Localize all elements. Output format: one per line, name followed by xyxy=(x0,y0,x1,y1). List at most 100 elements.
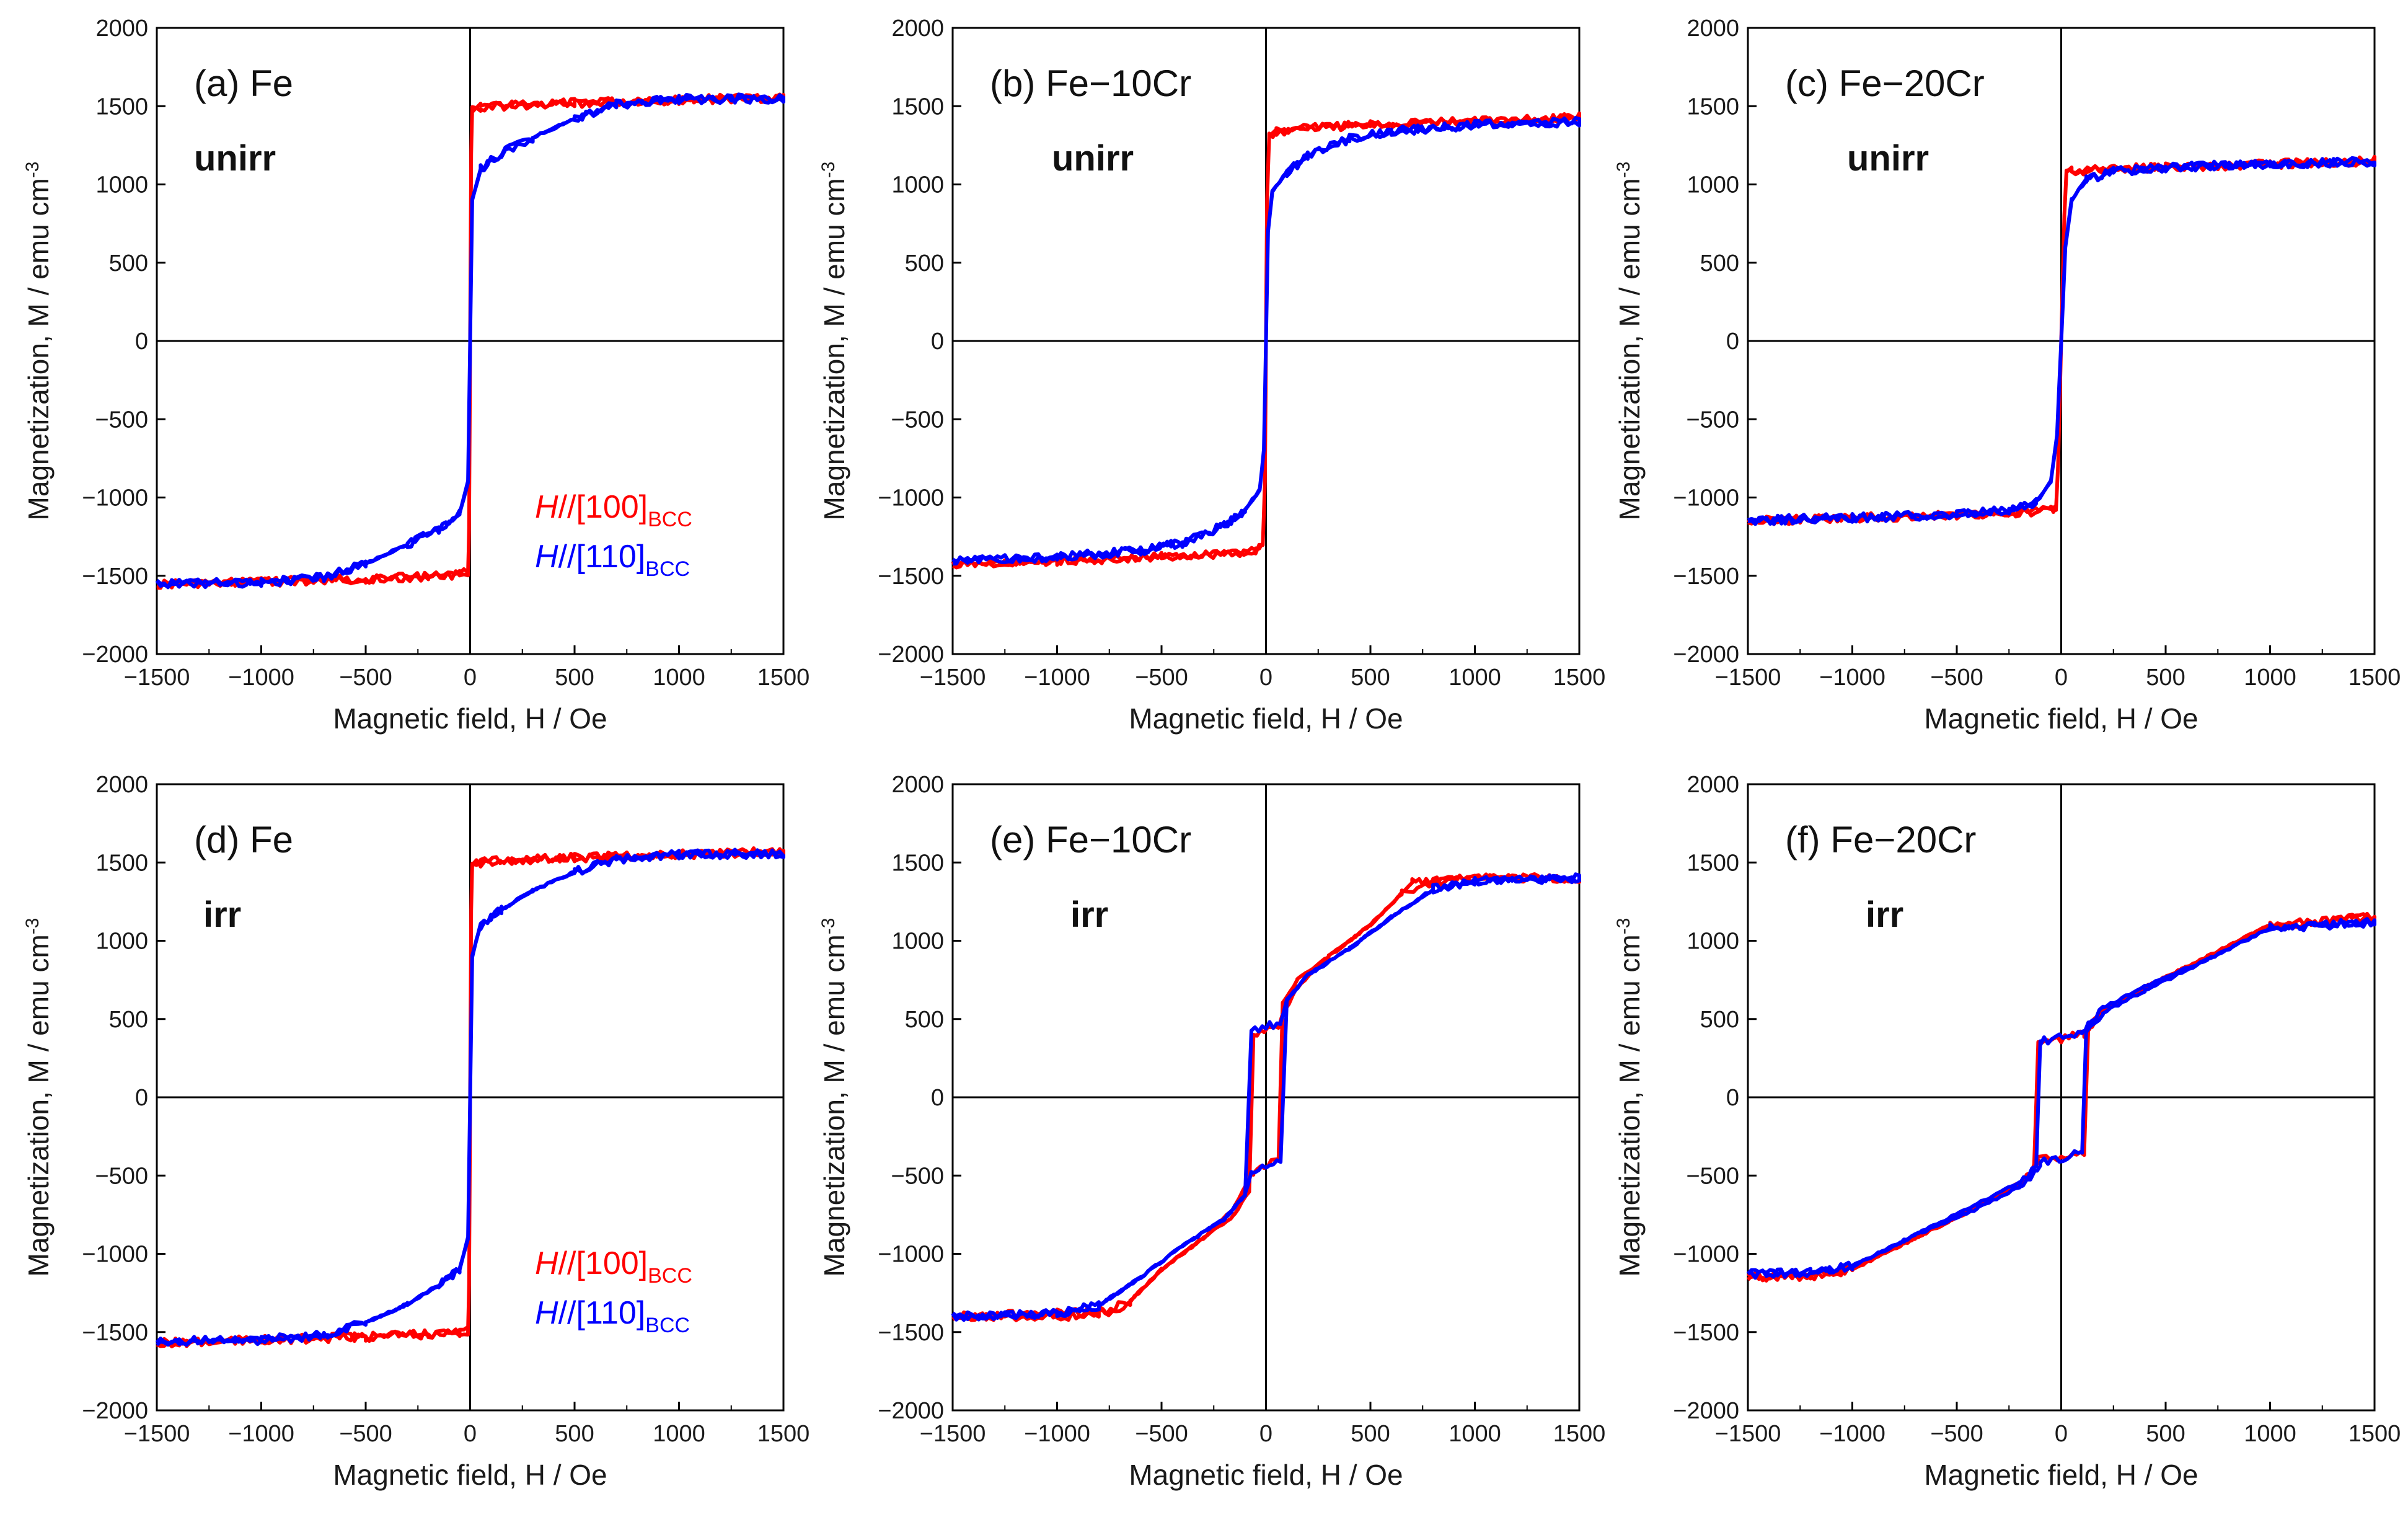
panel-label: (f) Fe−20Cr xyxy=(1785,819,1976,860)
series-line-100 xyxy=(951,111,1581,570)
panel-label: (c) Fe−20Cr xyxy=(1785,63,1985,104)
panel-label: (d) Fe xyxy=(194,819,293,860)
y-tick-label: −500 xyxy=(95,1163,148,1189)
panel-label: (e) Fe−10Cr xyxy=(990,819,1191,860)
x-tick-label: 0 xyxy=(1259,1421,1272,1447)
y-axis-label: Magnetization, M / emu cm-3 xyxy=(818,162,851,521)
legend-entry: H//[100]BCC xyxy=(535,489,692,531)
series-line-110 xyxy=(951,116,1581,566)
x-tick-label: 500 xyxy=(555,665,594,691)
x-tick-label: 0 xyxy=(1259,665,1272,691)
y-tick-label: 2000 xyxy=(1687,772,1739,798)
x-tick-label: 1500 xyxy=(1553,1421,1606,1447)
x-tick-label: 500 xyxy=(1351,1421,1390,1447)
y-axis-label: Magnetization, M / emu cm-3 xyxy=(22,162,55,521)
legend-entry: H//[110]BCC xyxy=(535,539,690,581)
y-tick-label: 1000 xyxy=(1687,929,1739,955)
y-tick-label: −1000 xyxy=(1673,1242,1739,1268)
y-tick-label: 1500 xyxy=(95,850,148,876)
y-tick-label: 1500 xyxy=(95,94,148,120)
y-tick-label: −1000 xyxy=(878,1242,944,1268)
x-tick-label: 1000 xyxy=(1449,665,1501,691)
y-tick-label: −500 xyxy=(891,407,944,433)
y-tick-label: 1000 xyxy=(95,929,148,955)
y-axis-label: Magnetization, M / emu cm-3 xyxy=(1613,918,1646,1277)
y-tick-label: −1000 xyxy=(82,485,148,511)
x-tick-label: −500 xyxy=(1930,665,1983,691)
x-tick-label: −1500 xyxy=(124,665,190,691)
y-tick-label: −2000 xyxy=(1673,642,1739,668)
y-tick-label: −500 xyxy=(891,1163,944,1189)
x-axis-label: Magnetic field, H / Oe xyxy=(1129,1459,1403,1491)
x-tick-label: 1500 xyxy=(757,1421,810,1447)
y-tick-label: 1500 xyxy=(1687,850,1739,876)
y-tick-label: 0 xyxy=(931,1085,944,1111)
x-tick-label: 0 xyxy=(464,665,477,691)
x-axis-label: Magnetic field, H / Oe xyxy=(1924,1459,2198,1491)
x-tick-label: −1000 xyxy=(1819,1421,1885,1447)
legend-entry: H//[100]BCC xyxy=(535,1245,692,1288)
series-line-110 xyxy=(1747,156,2376,526)
y-tick-label: 500 xyxy=(109,250,148,276)
x-tick-label: −1500 xyxy=(1715,1421,1781,1447)
y-tick-label: −2000 xyxy=(878,1398,944,1424)
y-tick-label: 1000 xyxy=(95,172,148,198)
x-tick-label: 1000 xyxy=(2244,1421,2296,1447)
x-tick-label: −1500 xyxy=(920,1421,986,1447)
x-tick-label: −1000 xyxy=(228,1421,294,1447)
x-tick-label: 1500 xyxy=(2348,665,2401,691)
y-tick-label: −500 xyxy=(1686,407,1739,433)
x-tick-label: −1500 xyxy=(124,1421,190,1447)
x-axis-label: Magnetic field, H / Oe xyxy=(1129,702,1403,735)
legend-entry: H//[110]BCC xyxy=(535,1295,690,1337)
panel-b: −1500 −1000 −500 0 500 1000 1500 2000 1500 1000 50… xyxy=(818,15,1606,735)
x-tick-label: −500 xyxy=(1135,665,1188,691)
y-tick-label: 2000 xyxy=(1687,15,1739,42)
y-tick-label: 1500 xyxy=(891,850,944,876)
y-tick-label: 2000 xyxy=(891,772,944,798)
x-tick-label: 0 xyxy=(2055,665,2068,691)
y-tick-label: −1000 xyxy=(82,1242,148,1268)
y-tick-label: 0 xyxy=(135,329,148,355)
y-tick-label: −2000 xyxy=(1673,1398,1739,1424)
panel-d: −1500 −1000 −500 0 500 1000 1500 2000 1500 1000 50… xyxy=(22,772,810,1491)
condition-label: unirr xyxy=(1847,138,1929,179)
x-tick-label: −500 xyxy=(339,1421,392,1447)
y-tick-label: 0 xyxy=(135,1085,148,1111)
panel-a: −1500 −1000 −500 0 500 1000 1500 2000 1500 1000 50… xyxy=(22,15,810,735)
condition-label: unirr xyxy=(194,138,276,179)
panel-f: −1500 −1000 −500 0 500 1000 1500 2000 1500 1000 50… xyxy=(1613,772,2401,1491)
x-tick-label: −1000 xyxy=(228,665,294,691)
x-tick-label: 500 xyxy=(555,1421,594,1447)
x-tick-label: −1500 xyxy=(1715,665,1781,691)
y-tick-label: −1500 xyxy=(82,564,148,590)
x-tick-label: 0 xyxy=(464,1421,477,1447)
y-tick-label: −2000 xyxy=(82,642,148,668)
x-tick-label: −1000 xyxy=(1024,665,1090,691)
y-tick-label: 500 xyxy=(109,1007,148,1033)
x-axis-label: Magnetic field, H / Oe xyxy=(333,702,607,735)
y-tick-label: 500 xyxy=(905,1007,944,1033)
y-tick-label: 500 xyxy=(1700,250,1739,276)
condition-label: unirr xyxy=(1052,138,1134,179)
y-tick-label: 1000 xyxy=(891,172,944,198)
y-axis-label: Magnetization, M / emu cm-3 xyxy=(22,918,55,1277)
x-tick-label: −500 xyxy=(1930,1421,1983,1447)
y-tick-label: −1500 xyxy=(1673,564,1739,590)
series-line-110 xyxy=(155,92,785,590)
y-tick-label: −500 xyxy=(1686,1163,1739,1189)
y-tick-label: 500 xyxy=(905,250,944,276)
x-tick-label: −500 xyxy=(1135,1421,1188,1447)
x-axis-label: Magnetic field, H / Oe xyxy=(1924,702,2198,735)
x-tick-label: 500 xyxy=(2146,665,2185,691)
x-tick-label: 1500 xyxy=(1553,665,1606,691)
series-line-110 xyxy=(1746,917,2376,1280)
y-tick-label: 1500 xyxy=(891,94,944,120)
y-tick-label: −1500 xyxy=(878,564,944,590)
y-tick-label: 1000 xyxy=(1687,172,1739,198)
condition-label: irr xyxy=(1070,895,1108,935)
y-tick-label: 1500 xyxy=(1687,94,1739,120)
panel-label: (a) Fe xyxy=(194,63,293,104)
series-line-110 xyxy=(155,847,785,1347)
